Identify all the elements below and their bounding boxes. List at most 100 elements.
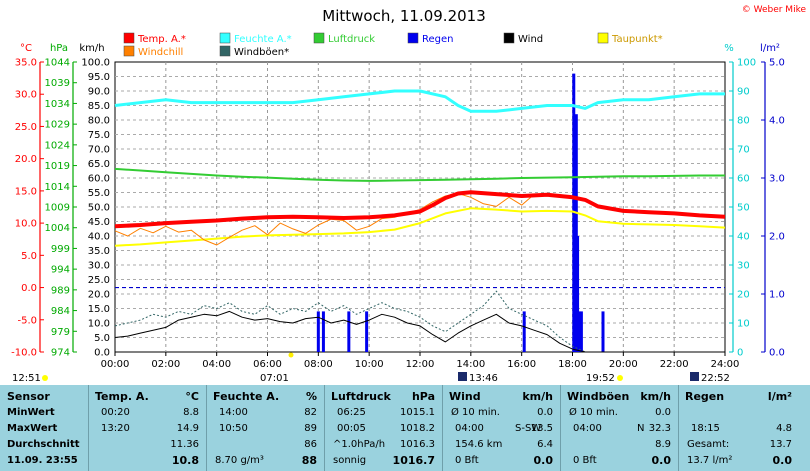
tick-label-temp: 30.0 — [15, 90, 37, 101]
wind-max-value: 13.5 — [530, 423, 553, 434]
tick-label-wind: 45.0 — [88, 217, 110, 228]
tick-label-humidity: 10 — [737, 319, 750, 330]
marker-moonrise: 13:46 — [469, 373, 498, 384]
gusts-avg-value: 0.0 — [655, 407, 671, 418]
sunset-icon — [617, 375, 623, 381]
legend-swatch — [219, 45, 231, 57]
legend-label: Regen — [422, 34, 454, 45]
stats-col-temp: Temp. A. °C 00:20 8.8 13:20 14.9 11.36 1… — [88, 385, 206, 471]
weather-chart: Mittwoch, 11.09.2013 © Weber Mike Temp. … — [11, 5, 807, 384]
rain-day-total: 13.7 l/m² — [687, 455, 733, 466]
pressure-trend: ^1.0hPa/h — [333, 439, 386, 450]
tick-label-pressure: 1039 — [45, 78, 70, 89]
plot-grid — [114, 61, 726, 353]
humidity-absolute: 8.70 g/m³ — [215, 455, 264, 466]
pressure-unit: hPa — [411, 390, 435, 403]
tick-label-humidity: 80 — [737, 116, 750, 127]
legend-swatch — [407, 32, 419, 44]
tick-label-humidity: 60 — [737, 174, 750, 185]
tick-label-wind: 85.0 — [88, 101, 110, 112]
tick-label-rain: 0.0 — [769, 348, 785, 359]
tick-label-temp: 10.0 — [15, 219, 37, 230]
temp-max-value: 14.9 — [176, 423, 199, 434]
sunrise-icon — [288, 352, 294, 358]
moonset-icon — [690, 372, 699, 381]
rain-max-time: 18:15 — [691, 423, 720, 434]
tick-label-time: 20:00 — [609, 359, 638, 370]
temp-current-value: 10.8 — [171, 454, 199, 467]
tick-label-time: 02:00 — [151, 359, 180, 370]
tick-label-time: 10:00 — [355, 359, 384, 370]
axis-unit-humidity: % — [724, 43, 734, 54]
pressure-max-time: 00:05 — [337, 423, 366, 434]
tick-label-pressure: 1034 — [45, 99, 70, 110]
humidity-max-time: 10:50 — [219, 423, 248, 434]
tick-label-pressure: 1019 — [45, 161, 70, 172]
tick-label-wind: 5.0 — [94, 333, 110, 344]
tick-label-rain: 1.0 — [769, 290, 785, 301]
tick-label-time: 18:00 — [558, 359, 587, 370]
axis-unit-temp: °C — [20, 43, 32, 54]
rain-bar — [601, 311, 605, 352]
tick-label-time: 22:00 — [660, 359, 689, 370]
gusts-header: Windböen — [567, 390, 630, 403]
rain-total-label: Gesamt: — [687, 439, 730, 450]
humidity-min-time: 14:00 — [219, 407, 248, 418]
tick-label-pressure: 979 — [51, 327, 70, 338]
stats-col-humidity: Feuchte A. % 14:00 82 10:50 89 86 8.70 g… — [206, 385, 324, 471]
humidity-average-value: 86 — [304, 439, 317, 450]
tick-label-time: 24:00 — [711, 359, 740, 370]
series-line-tempa — [114, 190, 726, 229]
tick-label-wind: 100.0 — [81, 58, 110, 69]
tick-label-wind: 55.0 — [88, 188, 110, 199]
wind-avg-label: Ø 10 min. — [451, 407, 500, 418]
rain-max-value: 4.8 — [776, 423, 792, 434]
moonrise-icon — [458, 372, 467, 381]
axes: 35.0 30.0 25.0 20.0 15.0 10.0 5.0 0.0 -5.0 -10.0 1… — [11, 58, 785, 371]
rain-bar — [574, 114, 578, 352]
tick-label-pressure: 1014 — [45, 182, 70, 193]
tick-label-humidity: 40 — [737, 232, 750, 243]
tick-label-temp: 0.0 — [21, 283, 37, 294]
humidity-current-value: 88 — [301, 454, 317, 467]
tick-label-rain: 4.0 — [769, 116, 785, 127]
wind-avg-value: 0.0 — [537, 407, 553, 418]
tick-label-temp: 15.0 — [15, 186, 37, 197]
sensor-header: Sensor — [7, 390, 50, 403]
tick-label-humidity: 70 — [737, 145, 750, 156]
tick-label-wind: 10.0 — [88, 319, 110, 330]
wind-distance: 154.6 km — [455, 439, 503, 450]
stats-col-pressure: Luftdruck hPa 06:25 1015.1 00:05 1018.2 … — [324, 385, 442, 471]
chart-title: Mittwoch, 11.09.2013 — [322, 7, 486, 25]
tick-label-humidity: 0 — [737, 348, 743, 359]
legend-label: Windchill — [138, 47, 183, 58]
tick-label-wind: 80.0 — [88, 116, 110, 127]
marker-sunset: 19:52 — [586, 373, 615, 384]
gusts-max-time: 04:00 — [573, 423, 602, 434]
pressure-current-value: 1016.7 — [392, 454, 435, 467]
pressure-min-value: 1015.1 — [400, 407, 435, 418]
tick-label-pressure: 1044 — [45, 58, 70, 69]
wind-beaufort: 0 Bft — [455, 455, 479, 466]
stats-col-gusts: Windböen km/h Ø 10 min. 0.0 04:00 N 32.3… — [560, 385, 678, 471]
legend-label: Feuchte A.* — [234, 34, 292, 45]
gusts-current-value: 0.0 — [651, 454, 672, 467]
series-lines — [114, 89, 726, 353]
wind-header: Wind — [449, 390, 481, 403]
tick-label-time: 14:00 — [456, 359, 485, 370]
series-line-windben — [114, 290, 725, 353]
rain-bar — [576, 236, 580, 352]
tick-label-time: 12:00 — [406, 359, 435, 370]
temp-max-time: 13:20 — [101, 423, 130, 434]
tick-label-pressure: 1029 — [45, 120, 70, 131]
gusts-avg-label: Ø 10 min. — [569, 407, 618, 418]
humidity-unit: % — [305, 390, 317, 403]
tick-label-wind: 0.0 — [94, 348, 110, 359]
temp-header: Temp. A. — [95, 390, 149, 403]
rain-bar — [321, 311, 325, 352]
tick-label-temp: 20.0 — [15, 154, 37, 165]
series-line-taupunkt — [114, 207, 726, 247]
legend-label: Wind — [518, 34, 543, 45]
pressure-header: Luftdruck — [331, 390, 391, 403]
rain-total-value: 13.7 — [769, 439, 792, 450]
